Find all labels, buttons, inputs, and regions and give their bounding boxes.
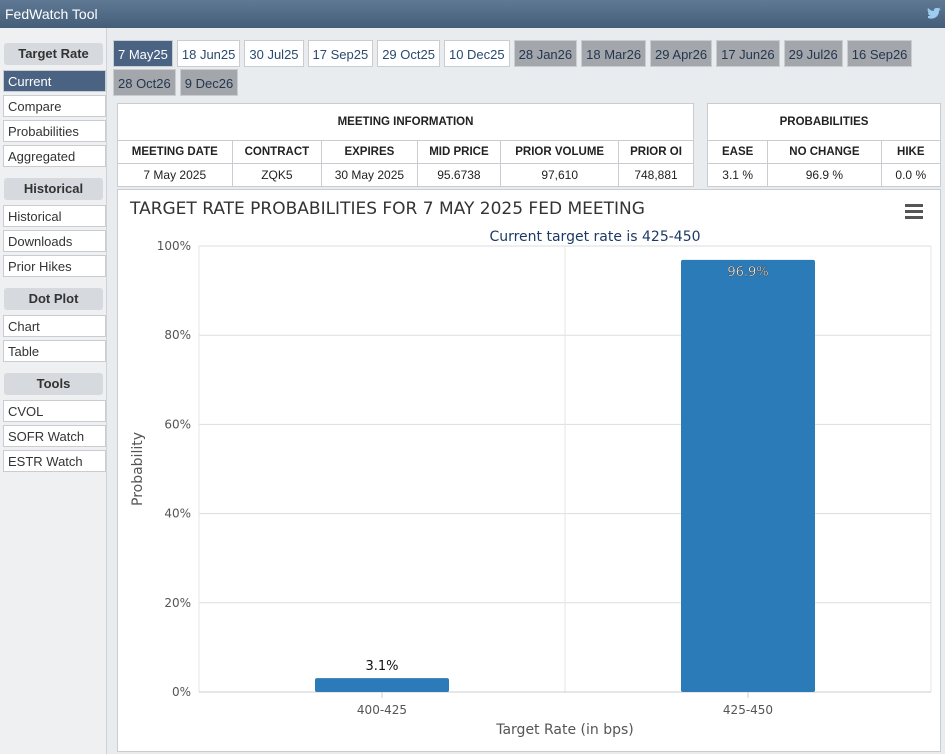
nav-item[interactable]: Downloads (3, 230, 106, 252)
twitter-icon[interactable] (927, 7, 943, 21)
meeting-tab[interactable]: 17 Jun26 (716, 40, 780, 67)
meeting-tab[interactable]: 30 Jul25 (244, 40, 304, 67)
y-tick-label: 40% (164, 507, 191, 521)
meeting-table: MEETING INFORMATION MEETING DATE CONTRACT E… (117, 103, 694, 187)
cell: 3.1 % (706, 163, 769, 187)
cell: 30 May 2025 (321, 163, 418, 187)
cell: 7 May 2025 (117, 163, 233, 187)
column-header: HIKE (880, 140, 942, 164)
cell: ZQK5 (231, 163, 323, 187)
y-tick-label: 0% (172, 685, 191, 699)
header-row: MEETING DATE CONTRACT EXPIRES MID PRICE PRIO… (117, 140, 694, 164)
app-title: FedWatch Tool (5, 6, 98, 22)
meeting-tabs: 7 May25 18 Jun25 30 Jul25 17 Sep25 29 Oct25 1… (113, 40, 945, 96)
cell: 96.9 % (767, 163, 882, 187)
y-axis-title: Probability (130, 432, 146, 506)
spacer (0, 365, 106, 373)
nav-item[interactable]: Chart (3, 315, 106, 337)
cell: 0.0 % (880, 163, 942, 187)
column-header: CONTRACT (231, 140, 323, 164)
spacer (0, 170, 106, 178)
nav-item[interactable]: Probabilities (3, 120, 106, 142)
x-tick-label: 425-450 (723, 703, 773, 717)
table-title: MEETING INFORMATION (117, 103, 694, 141)
chart-subtitle: Current target rate is 425-450 (489, 229, 700, 245)
data-row: 3.1 % 96.9 % 0.0 % (706, 163, 942, 187)
column-header: MID PRICE (416, 140, 502, 164)
column-header: PRIOR VOLUME (500, 140, 620, 164)
meeting-tab[interactable]: 18 Jun25 (176, 40, 241, 67)
cell: 97,610 (500, 163, 620, 187)
sidebar: Target Rate Current Compare Probabilities Ag… (0, 28, 107, 754)
nav-item[interactable]: CVOL (3, 400, 106, 422)
nav-item[interactable]: Aggregated (3, 145, 106, 167)
meeting-tab[interactable]: 9 Dec26 (179, 69, 239, 96)
section-header: Historical (4, 178, 103, 200)
meeting-tab[interactable]: 16 Sep26 (846, 40, 913, 67)
nav-item[interactable]: Compare (3, 95, 106, 117)
header-row: EASE NO CHANGE HIKE (706, 140, 942, 164)
meeting-tab[interactable]: 29 Oct25 (377, 40, 440, 67)
meeting-tab[interactable]: 18 Mar26 (581, 40, 647, 67)
chart-title: TARGET RATE PROBABILITIES FOR 7 MAY 2025… (129, 199, 645, 219)
x-tick-label: 400-425 (357, 703, 407, 717)
header: FedWatch Tool (0, 0, 945, 28)
chart: TARGET RATE PROBABILITIES FOR 7 MAY 2025… (117, 189, 941, 752)
column-header: NO CHANGE (767, 140, 882, 164)
cell: 748,881 (618, 163, 694, 187)
meeting-tab[interactable]: 28 Oct26 (113, 69, 176, 96)
meeting-tab[interactable]: 17 Sep25 (307, 40, 374, 67)
meeting-tab[interactable]: 10 Dec25 (443, 40, 510, 67)
title-row: PROBABILITIES (707, 103, 941, 141)
section-header: Tools (4, 373, 103, 395)
column-header: MEETING DATE (117, 140, 233, 164)
nav-item[interactable]: Table (3, 340, 106, 362)
column-header: PRIOR OI (618, 140, 694, 164)
y-tick-label: 60% (164, 417, 191, 431)
table-title: PROBABILITIES (707, 103, 941, 141)
data-row: 7 May 2025 ZQK5 30 May 2025 95.6738 97,610 74… (117, 163, 694, 187)
title-row: MEETING INFORMATION (117, 103, 694, 141)
section-header: Target Rate (4, 43, 103, 65)
nav-item[interactable]: Current (3, 70, 106, 92)
column-header: EXPIRES (321, 140, 418, 164)
menu-icon[interactable] (905, 204, 923, 219)
nav-item[interactable]: ESTR Watch (3, 450, 106, 472)
column-header: EASE (706, 140, 769, 164)
nav-item[interactable]: SOFR Watch (3, 425, 106, 447)
section-header: Dot Plot (4, 288, 103, 310)
meeting-tab[interactable]: 28 Jan26 (513, 40, 578, 67)
cell: 95.6738 (416, 163, 502, 187)
x-axis-title: Target Rate (in bps) (495, 722, 634, 738)
bar (315, 678, 449, 692)
nav-item[interactable]: Prior Hikes (3, 255, 106, 277)
data-label: 96.9% (727, 265, 768, 280)
spacer (0, 475, 106, 483)
meeting-tab[interactable]: 29 Jul26 (783, 40, 843, 67)
meeting-tab[interactable]: 29 Apr26 (650, 40, 713, 67)
data-label: 3.1% (365, 659, 398, 674)
y-tick-label: 20% (164, 596, 191, 610)
probabilities-table: PROBABILITIES EASE NO CHANGE HIKE 3.1 % 96.9 … (706, 103, 942, 187)
nav-item[interactable]: Historical (3, 205, 106, 227)
meeting-tab[interactable]: 7 May25 (113, 40, 173, 67)
y-tick-label: 80% (164, 328, 191, 342)
bar (681, 259, 815, 692)
spacer (0, 280, 106, 288)
y-tick-label: 100% (157, 239, 191, 253)
